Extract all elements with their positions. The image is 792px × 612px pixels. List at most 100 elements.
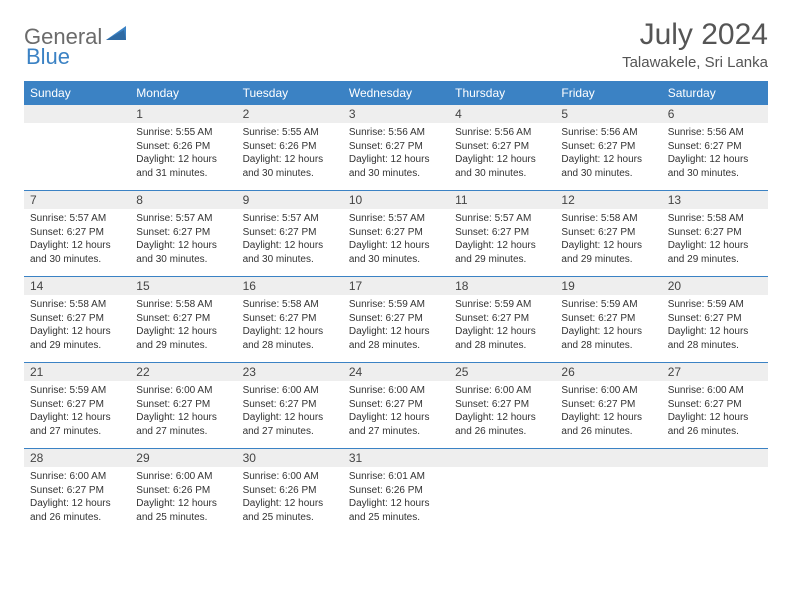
- sunrise-text: Sunrise: 5:59 AM: [561, 298, 655, 312]
- daylight-text-2: and 28 minutes.: [561, 339, 655, 353]
- sunrise-text: Sunrise: 5:57 AM: [349, 212, 443, 226]
- day-number-row: 21222324252627: [24, 363, 768, 382]
- day-number-cell: 8: [130, 191, 236, 210]
- daylight-text-1: Daylight: 12 hours: [30, 239, 124, 253]
- sunset-text: Sunset: 6:26 PM: [136, 484, 230, 498]
- day-number-cell: 10: [343, 191, 449, 210]
- daylight-text-1: Daylight: 12 hours: [668, 325, 762, 339]
- day-number-cell: 5: [555, 105, 661, 123]
- day-detail-cell: Sunrise: 5:56 AMSunset: 6:27 PMDaylight:…: [343, 123, 449, 191]
- sunset-text: Sunset: 6:27 PM: [668, 140, 762, 154]
- daylight-text-2: and 30 minutes.: [30, 253, 124, 267]
- day-detail-cell: Sunrise: 5:56 AMSunset: 6:27 PMDaylight:…: [449, 123, 555, 191]
- day-detail-cell: Sunrise: 6:00 AMSunset: 6:27 PMDaylight:…: [24, 467, 130, 534]
- daylight-text-2: and 27 minutes.: [349, 425, 443, 439]
- day-number-row: 14151617181920: [24, 277, 768, 296]
- day-number-cell: 6: [662, 105, 768, 123]
- day-detail-cell: [24, 123, 130, 191]
- day-number-cell: 29: [130, 449, 236, 468]
- sunset-text: Sunset: 6:27 PM: [30, 226, 124, 240]
- daylight-text-2: and 30 minutes.: [243, 253, 337, 267]
- daylight-text-2: and 29 minutes.: [561, 253, 655, 267]
- daylight-text-2: and 29 minutes.: [136, 339, 230, 353]
- sunrise-text: Sunrise: 5:56 AM: [349, 126, 443, 140]
- weekday-header: Tuesday: [237, 81, 343, 105]
- sunset-text: Sunset: 6:27 PM: [455, 226, 549, 240]
- day-detail-cell: Sunrise: 5:57 AMSunset: 6:27 PMDaylight:…: [449, 209, 555, 277]
- calendar-body: 123456Sunrise: 5:55 AMSunset: 6:26 PMDay…: [24, 105, 768, 534]
- daylight-text-2: and 30 minutes.: [349, 253, 443, 267]
- day-number-cell: 20: [662, 277, 768, 296]
- day-number-cell: [449, 449, 555, 468]
- sunrise-text: Sunrise: 5:56 AM: [455, 126, 549, 140]
- sunset-text: Sunset: 6:27 PM: [136, 226, 230, 240]
- sunset-text: Sunset: 6:27 PM: [455, 140, 549, 154]
- daylight-text-2: and 30 minutes.: [349, 167, 443, 181]
- daylight-text-2: and 30 minutes.: [561, 167, 655, 181]
- day-number-cell: 27: [662, 363, 768, 382]
- daylight-text-1: Daylight: 12 hours: [30, 411, 124, 425]
- daylight-text-1: Daylight: 12 hours: [136, 497, 230, 511]
- day-number-row: 78910111213: [24, 191, 768, 210]
- daylight-text-1: Daylight: 12 hours: [455, 411, 549, 425]
- day-detail-cell: Sunrise: 6:00 AMSunset: 6:27 PMDaylight:…: [130, 381, 236, 449]
- sunset-text: Sunset: 6:27 PM: [243, 312, 337, 326]
- daylight-text-2: and 30 minutes.: [668, 167, 762, 181]
- sunrise-text: Sunrise: 6:00 AM: [30, 470, 124, 484]
- daylight-text-1: Daylight: 12 hours: [136, 411, 230, 425]
- day-detail-cell: Sunrise: 6:00 AMSunset: 6:26 PMDaylight:…: [237, 467, 343, 534]
- day-number-row: 28293031: [24, 449, 768, 468]
- sunrise-text: Sunrise: 5:56 AM: [668, 126, 762, 140]
- day-detail-cell: Sunrise: 6:00 AMSunset: 6:27 PMDaylight:…: [343, 381, 449, 449]
- day-detail-cell: Sunrise: 5:58 AMSunset: 6:27 PMDaylight:…: [555, 209, 661, 277]
- daylight-text-2: and 26 minutes.: [561, 425, 655, 439]
- daylight-text-1: Daylight: 12 hours: [668, 153, 762, 167]
- sunrise-text: Sunrise: 5:59 AM: [455, 298, 549, 312]
- sunset-text: Sunset: 6:27 PM: [349, 140, 443, 154]
- daylight-text-1: Daylight: 12 hours: [668, 239, 762, 253]
- daylight-text-1: Daylight: 12 hours: [349, 153, 443, 167]
- daylight-text-1: Daylight: 12 hours: [243, 497, 337, 511]
- page-header: General July 2024 Talawakele, Sri Lanka: [24, 18, 768, 71]
- day-detail-row: Sunrise: 5:55 AMSunset: 6:26 PMDaylight:…: [24, 123, 768, 191]
- daylight-text-2: and 27 minutes.: [136, 425, 230, 439]
- sunrise-text: Sunrise: 6:00 AM: [243, 384, 337, 398]
- logo-subline: Blue: [28, 44, 70, 70]
- sunrise-text: Sunrise: 6:00 AM: [668, 384, 762, 398]
- weekday-header-row: SundayMondayTuesdayWednesdayThursdayFrid…: [24, 81, 768, 105]
- weekday-header: Saturday: [662, 81, 768, 105]
- day-number-cell: 2: [237, 105, 343, 123]
- daylight-text-2: and 27 minutes.: [243, 425, 337, 439]
- day-detail-cell: Sunrise: 5:55 AMSunset: 6:26 PMDaylight:…: [130, 123, 236, 191]
- day-detail-cell: Sunrise: 5:56 AMSunset: 6:27 PMDaylight:…: [662, 123, 768, 191]
- daylight-text-1: Daylight: 12 hours: [243, 239, 337, 253]
- day-number-cell: 15: [130, 277, 236, 296]
- daylight-text-2: and 29 minutes.: [668, 253, 762, 267]
- sunset-text: Sunset: 6:26 PM: [243, 484, 337, 498]
- day-number-cell: 28: [24, 449, 130, 468]
- sunset-text: Sunset: 6:27 PM: [349, 312, 443, 326]
- sunrise-text: Sunrise: 6:00 AM: [243, 470, 337, 484]
- sunset-text: Sunset: 6:27 PM: [455, 398, 549, 412]
- day-number-cell: 3: [343, 105, 449, 123]
- day-detail-cell: Sunrise: 5:58 AMSunset: 6:27 PMDaylight:…: [24, 295, 130, 363]
- weekday-header: Thursday: [449, 81, 555, 105]
- day-detail-cell: Sunrise: 5:59 AMSunset: 6:27 PMDaylight:…: [24, 381, 130, 449]
- sunset-text: Sunset: 6:26 PM: [243, 140, 337, 154]
- sunset-text: Sunset: 6:27 PM: [455, 312, 549, 326]
- daylight-text-1: Daylight: 12 hours: [136, 325, 230, 339]
- daylight-text-1: Daylight: 12 hours: [30, 325, 124, 339]
- daylight-text-1: Daylight: 12 hours: [243, 153, 337, 167]
- day-number-cell: 4: [449, 105, 555, 123]
- sunrise-text: Sunrise: 5:57 AM: [136, 212, 230, 226]
- day-detail-cell: Sunrise: 5:57 AMSunset: 6:27 PMDaylight:…: [24, 209, 130, 277]
- sunset-text: Sunset: 6:26 PM: [349, 484, 443, 498]
- day-detail-row: Sunrise: 6:00 AMSunset: 6:27 PMDaylight:…: [24, 467, 768, 534]
- daylight-text-2: and 28 minutes.: [668, 339, 762, 353]
- daylight-text-1: Daylight: 12 hours: [455, 325, 549, 339]
- day-number-cell: 16: [237, 277, 343, 296]
- sunrise-text: Sunrise: 5:56 AM: [561, 126, 655, 140]
- day-number-cell: [24, 105, 130, 123]
- sunrise-text: Sunrise: 5:59 AM: [30, 384, 124, 398]
- daylight-text-2: and 26 minutes.: [455, 425, 549, 439]
